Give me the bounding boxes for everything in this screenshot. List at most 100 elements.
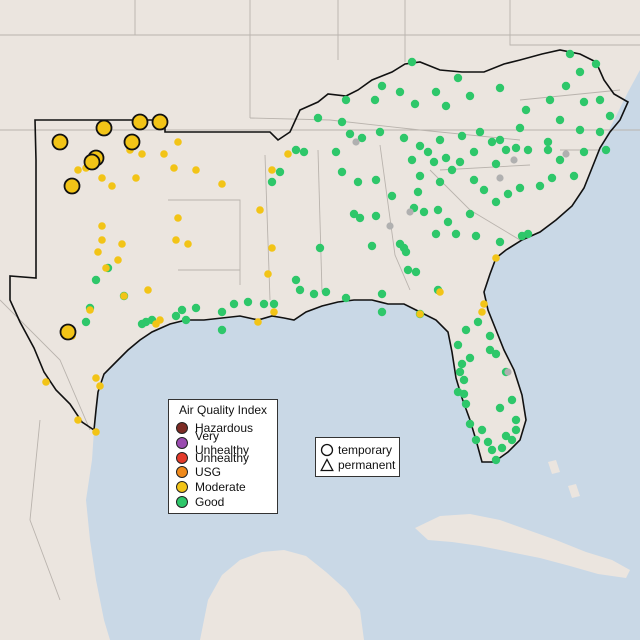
good-monitor[interactable] <box>407 57 417 67</box>
good-monitor[interactable] <box>429 157 439 167</box>
good-monitor[interactable] <box>543 137 553 147</box>
good-monitor[interactable] <box>547 173 557 183</box>
moderate-temporary-monitor[interactable] <box>123 133 141 151</box>
good-monitor[interactable] <box>453 73 463 83</box>
good-monitor[interactable] <box>403 265 413 275</box>
good-monitor[interactable] <box>349 209 359 219</box>
moderate-temporary-monitor[interactable] <box>151 113 169 131</box>
good-monitor[interactable] <box>501 431 511 441</box>
good-monitor[interactable] <box>357 133 367 143</box>
good-monitor[interactable] <box>507 435 517 445</box>
moderate-monitor[interactable] <box>138 150 146 158</box>
good-monitor[interactable] <box>435 135 445 145</box>
good-monitor[interactable] <box>375 127 385 137</box>
good-monitor[interactable] <box>483 437 493 447</box>
good-monitor[interactable] <box>511 415 521 425</box>
good-monitor[interactable] <box>485 345 495 355</box>
moderate-temporary-monitor[interactable] <box>95 119 113 137</box>
moderate-monitor[interactable] <box>108 182 116 190</box>
good-monitor[interactable] <box>371 175 381 185</box>
good-monitor[interactable] <box>595 95 605 105</box>
moderate-monitor[interactable] <box>114 256 122 264</box>
good-monitor[interactable] <box>487 137 497 147</box>
good-monitor[interactable] <box>465 353 475 363</box>
no-data-monitor[interactable] <box>352 138 360 146</box>
good-monitor[interactable] <box>471 231 481 241</box>
good-monitor[interactable] <box>501 145 511 155</box>
good-monitor[interactable] <box>367 241 377 251</box>
moderate-monitor[interactable] <box>284 150 292 158</box>
good-monitor[interactable] <box>447 165 457 175</box>
good-monitor[interactable] <box>321 287 331 297</box>
moderate-monitor[interactable] <box>42 378 50 386</box>
good-monitor[interactable] <box>291 275 301 285</box>
good-monitor[interactable] <box>377 81 387 91</box>
moderate-monitor[interactable] <box>120 292 128 300</box>
moderate-monitor[interactable] <box>86 306 94 314</box>
good-monitor[interactable] <box>523 145 533 155</box>
good-monitor[interactable] <box>455 367 465 377</box>
moderate-monitor[interactable] <box>98 236 106 244</box>
good-monitor[interactable] <box>355 213 365 223</box>
good-monitor[interactable] <box>295 285 305 295</box>
good-monitor[interactable] <box>535 181 545 191</box>
moderate-monitor[interactable] <box>170 164 178 172</box>
good-monitor[interactable] <box>313 113 323 123</box>
good-monitor[interactable] <box>491 197 501 207</box>
good-monitor[interactable] <box>341 95 351 105</box>
moderate-monitor[interactable] <box>96 382 104 390</box>
moderate-monitor[interactable] <box>256 206 264 214</box>
good-monitor[interactable] <box>411 267 421 277</box>
good-monitor[interactable] <box>435 177 445 187</box>
good-monitor[interactable] <box>275 167 285 177</box>
good-monitor[interactable] <box>315 243 325 253</box>
good-monitor[interactable] <box>491 159 501 169</box>
good-monitor[interactable] <box>545 95 555 105</box>
moderate-temporary-monitor[interactable] <box>83 153 101 171</box>
moderate-temporary-monitor[interactable] <box>59 323 77 341</box>
good-monitor[interactable] <box>181 315 191 325</box>
good-monitor[interactable] <box>410 99 420 109</box>
moderate-monitor[interactable] <box>184 240 192 248</box>
good-monitor[interactable] <box>217 325 227 335</box>
good-monitor[interactable] <box>507 395 517 405</box>
good-monitor[interactable] <box>433 205 443 215</box>
moderate-monitor[interactable] <box>480 300 488 308</box>
good-monitor[interactable] <box>477 425 487 435</box>
good-monitor[interactable] <box>331 147 341 157</box>
moderate-temporary-monitor[interactable] <box>131 113 149 131</box>
good-monitor[interactable] <box>601 145 611 155</box>
good-monitor[interactable] <box>443 217 453 227</box>
moderate-monitor[interactable] <box>254 318 262 326</box>
good-monitor[interactable] <box>337 117 347 127</box>
moderate-monitor[interactable] <box>74 166 82 174</box>
good-monitor[interactable] <box>605 111 615 121</box>
moderate-monitor[interactable] <box>160 150 168 158</box>
good-monitor[interactable] <box>370 95 380 105</box>
good-monitor[interactable] <box>511 143 521 153</box>
good-monitor[interactable] <box>191 303 201 313</box>
good-monitor[interactable] <box>399 133 409 143</box>
moderate-monitor[interactable] <box>156 316 164 324</box>
moderate-monitor[interactable] <box>174 214 182 222</box>
good-monitor[interactable] <box>515 183 525 193</box>
good-monitor[interactable] <box>487 445 497 455</box>
good-monitor[interactable] <box>595 127 605 137</box>
good-monitor[interactable] <box>491 349 501 359</box>
good-monitor[interactable] <box>413 187 423 197</box>
good-monitor[interactable] <box>575 125 585 135</box>
good-monitor[interactable] <box>461 399 471 409</box>
good-monitor[interactable] <box>475 127 485 137</box>
good-monitor[interactable] <box>465 209 475 219</box>
no-data-monitor[interactable] <box>510 156 518 164</box>
good-monitor[interactable] <box>471 435 481 445</box>
good-monitor[interactable] <box>177 305 187 315</box>
good-monitor[interactable] <box>441 153 451 163</box>
good-monitor[interactable] <box>337 167 347 177</box>
moderate-temporary-monitor[interactable] <box>63 177 81 195</box>
good-monitor[interactable] <box>419 207 429 217</box>
moderate-monitor[interactable] <box>74 416 82 424</box>
good-monitor[interactable] <box>521 105 531 115</box>
moderate-monitor[interactable] <box>218 180 226 188</box>
